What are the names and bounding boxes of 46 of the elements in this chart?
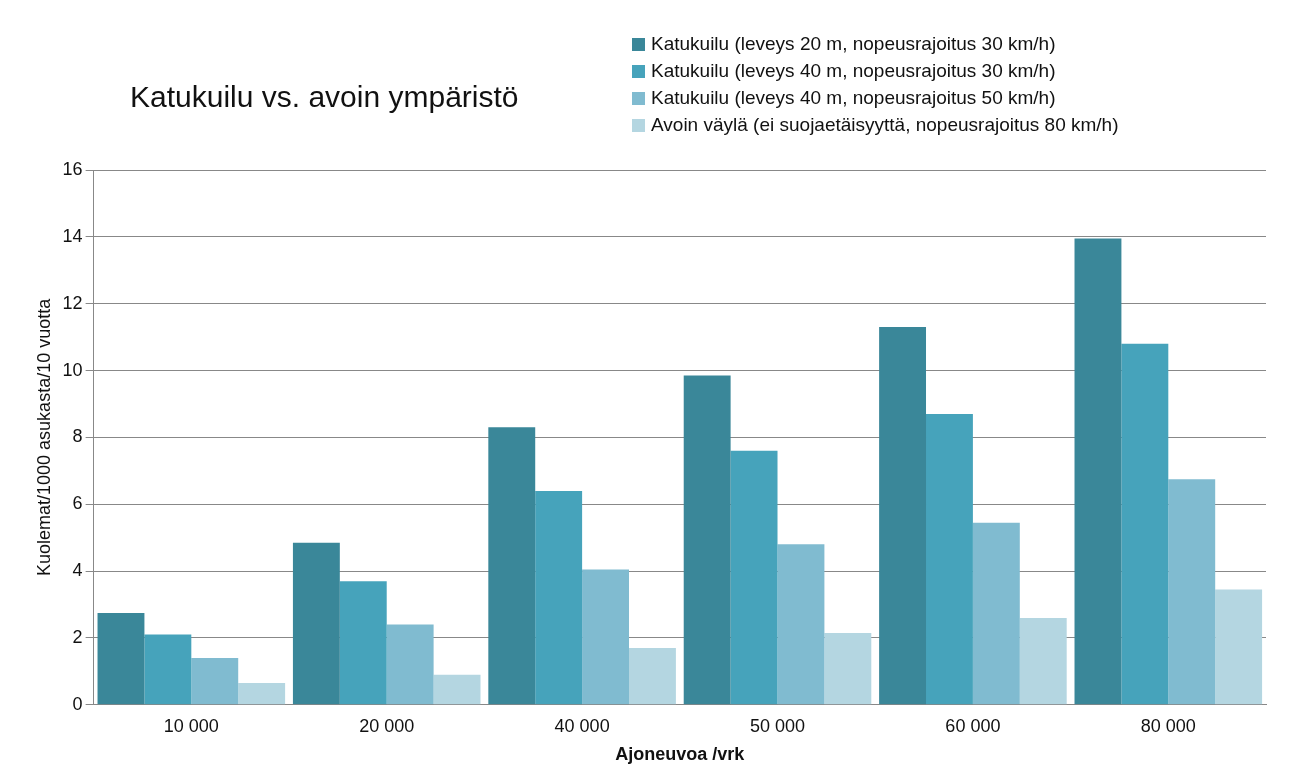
bar [582, 569, 630, 705]
x-tick-label: 10 000 [163, 715, 219, 736]
bar [339, 581, 387, 705]
chart-title: Katukuilu vs. avoin ympäristö [130, 80, 519, 114]
bar [730, 450, 778, 705]
y-tick-label: 12 [62, 292, 83, 313]
x-tick-label: 40 000 [554, 715, 610, 736]
y-tick-label: 0 [72, 693, 83, 714]
bar [1019, 617, 1067, 705]
bar [292, 542, 340, 705]
y-tick-label: 8 [72, 426, 83, 447]
bar [144, 634, 192, 705]
bar [191, 658, 239, 705]
legend-label: Avoin väylä (ei suojaetäisyyttä, nopeusrajoitus 80 km/h) [651, 114, 1119, 135]
x-tick-label: 80 000 [1140, 715, 1196, 736]
x-tick-label: 60 000 [945, 715, 1001, 736]
bar [777, 544, 825, 705]
y-tick-label: 2 [72, 626, 83, 647]
y-tick-label: 10 [62, 359, 83, 380]
bar [824, 632, 872, 705]
bar [1074, 238, 1122, 705]
bar [972, 522, 1020, 705]
bar [1215, 589, 1263, 705]
y-tick-label: 14 [62, 225, 83, 246]
x-tick-label: 50 000 [749, 715, 806, 736]
legend-label: Katukuilu (leveys 40 m, nopeusrajoitus 30 km/h) [651, 60, 1056, 81]
bar [535, 490, 583, 705]
y-tick-label: 16 [62, 158, 83, 179]
bar [488, 427, 536, 705]
bar [1121, 343, 1169, 705]
bar [433, 674, 481, 705]
y-axis-title: Kuolemat/1000 asukasta/10 vuotta [33, 297, 54, 576]
bar [629, 647, 676, 705]
x-tick-label: 20 000 [359, 715, 415, 736]
legend-label: Katukuilu (leveys 40 m, nopeusrajoitus 50 km/h) [651, 87, 1056, 108]
legend-label: Katukuilu (leveys 20 m, nopeusrajoitus 30 km/h) [651, 33, 1056, 54]
bar [97, 612, 145, 705]
bar [386, 624, 434, 705]
bar [683, 375, 731, 705]
bar [926, 414, 973, 705]
bar [879, 327, 927, 705]
bar [238, 683, 286, 705]
bar [1168, 479, 1216, 705]
x-axis-title: Ajoneuvoa /vrk [615, 744, 746, 765]
y-tick-label: 4 [72, 560, 83, 581]
y-tick-label: 6 [72, 493, 83, 514]
